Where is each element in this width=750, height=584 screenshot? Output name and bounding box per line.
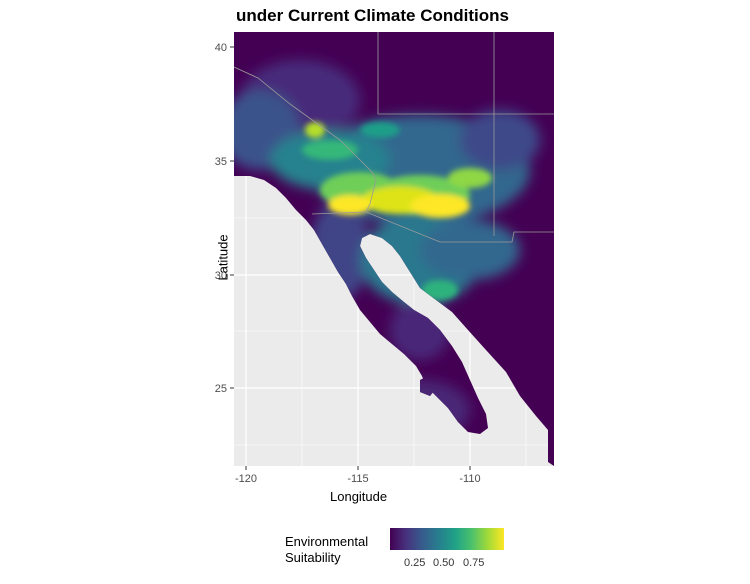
legend-tick-label: 0.25 — [404, 557, 426, 569]
legend-tick-label: 0.75 — [463, 557, 485, 569]
x-tick-label: -120 — [235, 473, 257, 485]
legend-title-line: Environmental — [285, 534, 369, 549]
y-tick-label: 35 — [215, 156, 227, 168]
x-tick-label: -110 — [459, 473, 480, 485]
x-tick-label: -115 — [347, 473, 368, 485]
axis-ticks — [230, 46, 471, 470]
y-tick-label: 30 — [215, 270, 227, 282]
x-axis-label: Longitude — [330, 489, 388, 504]
borders — [234, 32, 554, 243]
legend-tick-label: 0.50 — [433, 557, 455, 569]
y-tick-label: 40 — [215, 42, 227, 54]
legend-title: Environmental Suitability — [285, 534, 368, 566]
y-axis-label: Latitude — [215, 234, 231, 281]
legend-colorbar — [390, 528, 504, 550]
legend-title-line: Suitability — [285, 550, 341, 565]
y-tick-label: 25 — [215, 383, 227, 395]
map-title: under Current Climate Conditions — [236, 6, 509, 25]
